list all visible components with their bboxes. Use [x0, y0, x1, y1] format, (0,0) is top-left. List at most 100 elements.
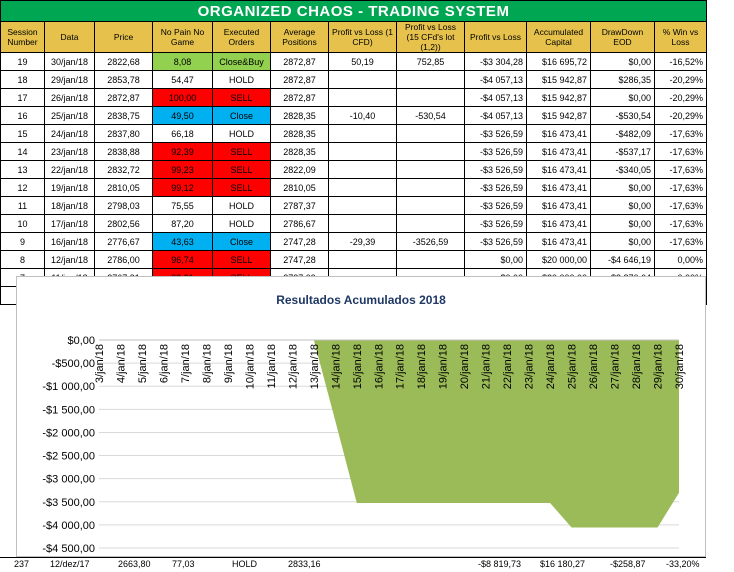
session-cell[interactable]: 11: [1, 197, 45, 215]
accumulated-capital-cell[interactable]: $16 695,72: [527, 53, 591, 71]
win-loss-cell[interactable]: -17,63%: [655, 197, 707, 215]
session-cell[interactable]: 13: [1, 161, 45, 179]
column-header[interactable]: No Pain No Game: [153, 22, 213, 53]
date-cell[interactable]: 25/jan/18: [45, 107, 95, 125]
session-cell[interactable]: 17: [1, 89, 45, 107]
npng-cell[interactable]: 8,08: [153, 53, 213, 71]
pl-15cfd-cell[interactable]: 752,85: [397, 53, 465, 71]
pl-cell[interactable]: -$3 304,28: [465, 53, 527, 71]
pl-1cfd-cell[interactable]: [329, 71, 397, 89]
avg-position-cell[interactable]: 2822,09: [271, 161, 329, 179]
session-cell[interactable]: 8: [1, 251, 45, 269]
pl-15cfd-cell[interactable]: [397, 143, 465, 161]
pl-cell[interactable]: -$3 526,59: [465, 233, 527, 251]
session-cell[interactable]: 9: [1, 233, 45, 251]
session-cell[interactable]: 14: [1, 143, 45, 161]
pl-15cfd-cell[interactable]: [397, 71, 465, 89]
accumulated-capital-cell[interactable]: $16 473,41: [527, 179, 591, 197]
avg-position-cell[interactable]: 2747,28: [271, 251, 329, 269]
npng-cell[interactable]: 49,50: [153, 107, 213, 125]
pl-1cfd-cell[interactable]: [329, 197, 397, 215]
pl-1cfd-cell[interactable]: [329, 161, 397, 179]
pl-cell[interactable]: $0,00: [465, 251, 527, 269]
price-cell[interactable]: 2837,80: [95, 125, 153, 143]
avg-position-cell[interactable]: 2872,87: [271, 53, 329, 71]
pl-15cfd-cell[interactable]: [397, 161, 465, 179]
date-cell[interactable]: 24/jan/18: [45, 125, 95, 143]
drawdown-cell[interactable]: -$482,09: [591, 125, 655, 143]
pl-15cfd-cell[interactable]: [397, 251, 465, 269]
column-header[interactable]: Data: [45, 22, 95, 53]
price-cell[interactable]: 2810,05: [95, 179, 153, 197]
pl-15cfd-cell[interactable]: [397, 179, 465, 197]
pl-cell[interactable]: -$4 057,13: [465, 71, 527, 89]
drawdown-cell[interactable]: $0,00: [591, 53, 655, 71]
pl-cell[interactable]: -$3 526,59: [465, 161, 527, 179]
pl-1cfd-cell[interactable]: -29,39: [329, 233, 397, 251]
drawdown-cell[interactable]: -$537,17: [591, 143, 655, 161]
pl-1cfd-cell[interactable]: [329, 215, 397, 233]
pl-1cfd-cell[interactable]: [329, 251, 397, 269]
pl-1cfd-cell[interactable]: -10,40: [329, 107, 397, 125]
pl-15cfd-cell[interactable]: -530,54: [397, 107, 465, 125]
pl-cell[interactable]: -$3 526,59: [465, 197, 527, 215]
win-loss-cell[interactable]: -17,63%: [655, 161, 707, 179]
date-cell[interactable]: 18/jan/18: [45, 197, 95, 215]
column-header[interactable]: DrawDown EOD: [591, 22, 655, 53]
column-header[interactable]: Accumulated Capital: [527, 22, 591, 53]
column-header[interactable]: Session Number: [1, 22, 45, 53]
column-header[interactable]: Profit vs Loss (15 CFd's lot (1,2)): [397, 22, 465, 53]
win-loss-cell[interactable]: -17,63%: [655, 179, 707, 197]
date-cell[interactable]: 26/jan/18: [45, 89, 95, 107]
win-loss-cell[interactable]: -17,63%: [655, 143, 707, 161]
price-cell[interactable]: 2786,00: [95, 251, 153, 269]
order-cell[interactable]: SELL: [213, 161, 271, 179]
order-cell[interactable]: SELL: [213, 143, 271, 161]
pl-cell[interactable]: -$4 057,13: [465, 107, 527, 125]
avg-position-cell[interactable]: 2747,28: [271, 233, 329, 251]
price-cell[interactable]: 2872,87: [95, 89, 153, 107]
accumulated-capital-cell[interactable]: $16 473,41: [527, 125, 591, 143]
npng-cell[interactable]: 100,00: [153, 89, 213, 107]
accumulated-capital-cell[interactable]: $16 473,41: [527, 215, 591, 233]
date-cell[interactable]: 17/jan/18: [45, 215, 95, 233]
column-header[interactable]: Profit vs Loss (1 CFD): [329, 22, 397, 53]
npng-cell[interactable]: 92,39: [153, 143, 213, 161]
drawdown-cell[interactable]: $0,00: [591, 89, 655, 107]
pl-15cfd-cell[interactable]: -3526,59: [397, 233, 465, 251]
accumulated-capital-cell[interactable]: $16 473,41: [527, 161, 591, 179]
accumulated-capital-cell[interactable]: $15 942,87: [527, 107, 591, 125]
price-cell[interactable]: 2838,88: [95, 143, 153, 161]
avg-position-cell[interactable]: 2786,67: [271, 215, 329, 233]
npng-cell[interactable]: 99,23: [153, 161, 213, 179]
win-loss-cell[interactable]: -17,63%: [655, 233, 707, 251]
accumulated-capital-cell[interactable]: $15 942,87: [527, 71, 591, 89]
session-cell[interactable]: 10: [1, 215, 45, 233]
win-loss-cell[interactable]: 0,00%: [655, 251, 707, 269]
accumulated-capital-cell[interactable]: $15 942,87: [527, 89, 591, 107]
sheet-title[interactable]: ORGANIZED CHAOS - TRADING SYSTEM: [1, 1, 707, 22]
avg-position-cell[interactable]: 2810,05: [271, 179, 329, 197]
avg-position-cell[interactable]: 2787,37: [271, 197, 329, 215]
session-cell[interactable]: 19: [1, 53, 45, 71]
order-cell[interactable]: HOLD: [213, 71, 271, 89]
pl-1cfd-cell[interactable]: [329, 143, 397, 161]
pl-1cfd-cell[interactable]: [329, 89, 397, 107]
avg-position-cell[interactable]: 2872,87: [271, 89, 329, 107]
price-cell[interactable]: 2802,56: [95, 215, 153, 233]
session-cell[interactable]: 12: [1, 179, 45, 197]
avg-position-cell[interactable]: 2828,35: [271, 125, 329, 143]
avg-position-cell[interactable]: 2828,35: [271, 143, 329, 161]
price-cell[interactable]: 2798,03: [95, 197, 153, 215]
date-cell[interactable]: 12/jan/18: [45, 251, 95, 269]
npng-cell[interactable]: 87,20: [153, 215, 213, 233]
accumulated-capital-cell[interactable]: $16 473,41: [527, 197, 591, 215]
price-cell[interactable]: 2838,75: [95, 107, 153, 125]
date-cell[interactable]: 19/jan/18: [45, 179, 95, 197]
